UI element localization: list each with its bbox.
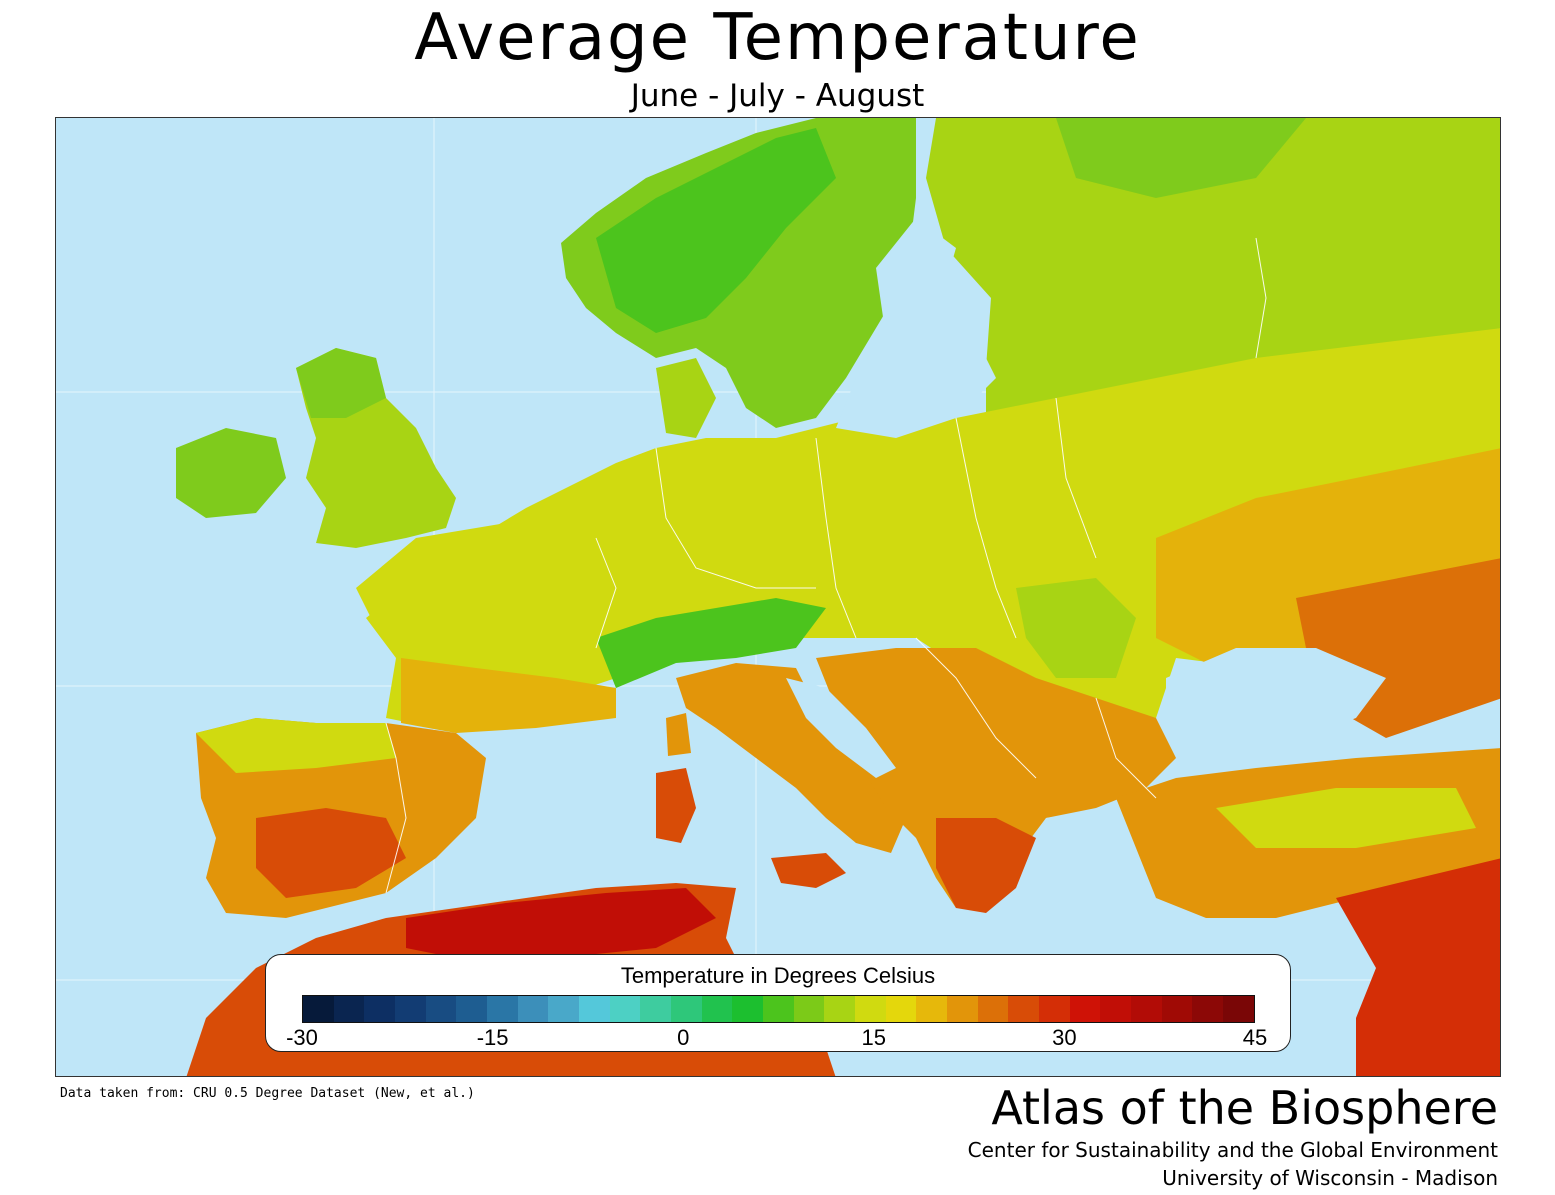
legend-swatch [456, 996, 488, 1022]
legend-tick-label: 30 [1052, 1025, 1077, 1050]
legend-swatch [855, 996, 886, 1022]
legend-swatch [1223, 996, 1254, 1022]
land-scotland [296, 348, 386, 418]
legend-swatch [395, 996, 426, 1022]
legend-swatch [1039, 996, 1070, 1022]
legend-swatch [487, 996, 518, 1022]
brand-institution: Center for Sustainability and the Global… [967, 1138, 1498, 1162]
legend-swatch [579, 996, 610, 1022]
land-finland [926, 118, 1500, 438]
legend-swatch [763, 996, 794, 1022]
land-sicily [771, 853, 846, 888]
land-iberia-hot [256, 808, 406, 898]
land-denmark [656, 358, 716, 438]
land-iberia-north [196, 718, 396, 773]
legend-tick-label: 0 [677, 1025, 690, 1050]
land-ireland [176, 428, 286, 518]
land-north-africa-hot [406, 888, 716, 958]
legend-swatch [732, 996, 764, 1022]
legend-swatch [303, 996, 334, 1022]
legend-swatch [885, 996, 917, 1022]
country-borders [385, 237, 1267, 894]
legend-swatch [977, 996, 1009, 1022]
land-romania-green [1016, 578, 1136, 678]
sea-black [1166, 648, 1386, 748]
legend-swatch [1100, 996, 1132, 1022]
land-corsica [666, 713, 691, 756]
brand-title: Atlas of the Biosphere [991, 1081, 1498, 1135]
legend-colorbar [302, 995, 1255, 1023]
land-greece-hot [936, 818, 1036, 913]
legend-title: Temperature in Degrees Celsius [620, 963, 936, 988]
sea-adriatic [786, 678, 896, 778]
legend-swatch [548, 996, 580, 1022]
land-france-south [401, 658, 616, 733]
legend-swatch [609, 996, 641, 1022]
land-italy [676, 663, 906, 853]
legend-swatch [824, 996, 856, 1022]
legend-swatch [793, 996, 825, 1022]
land-alps [596, 598, 826, 688]
legend-swatch [1069, 996, 1101, 1022]
data-source-note: Data taken from: CRU 0.5 Degree Dataset … [60, 1086, 475, 1101]
legend-swatch [640, 996, 672, 1022]
legend-swatch [1008, 996, 1040, 1022]
land-norway-high [596, 128, 836, 333]
legend-tick-label: -15 [476, 1025, 509, 1050]
legend-swatch [671, 996, 702, 1022]
land-north-green [1056, 118, 1306, 198]
legend-swatch [701, 996, 733, 1022]
legend-swatch [916, 996, 948, 1022]
land-sardinia [656, 768, 696, 843]
map-canvas [56, 118, 1500, 1076]
legend-swatch [1192, 996, 1224, 1022]
land-middle-east [1336, 858, 1500, 1076]
land-turkey-plateau [1216, 788, 1476, 848]
legend-swatch [364, 996, 396, 1022]
legend-tick-label: -30 [286, 1025, 318, 1050]
legend-tick-label: 15 [861, 1025, 887, 1050]
brand-university: University of Wisconsin - Madison [1162, 1166, 1498, 1190]
legend-tick-label: 45 [1242, 1025, 1268, 1050]
sea-baltic [836, 218, 996, 438]
brand-block: Atlas of the Biosphere Center for Sustai… [968, 1080, 1498, 1192]
temperature-map: Temperature in Degrees Celsius -30 -15 0 15… [55, 117, 1501, 1077]
sea-aegean [1026, 808, 1136, 918]
land-balkans [816, 648, 1176, 908]
legend-swatch [1161, 996, 1193, 1022]
legend-swatch [333, 996, 365, 1022]
legend-swatch [947, 996, 978, 1022]
legend-ticks: -30 -15 0 15 30 45 [286, 1025, 1267, 1051]
legend-swatch [517, 996, 549, 1022]
legend: Temperature in Degrees Celsius -30 -15 0 15… [265, 954, 1291, 1052]
map-title: Average Temperature [414, 1, 1141, 75]
legend-swatch [425, 996, 457, 1022]
map-subtitle: June - July - August [630, 78, 925, 114]
legend-swatch [1131, 996, 1162, 1022]
